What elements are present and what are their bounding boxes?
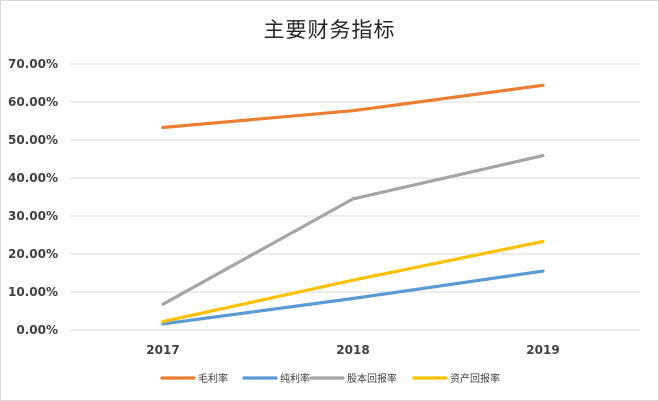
x-tick-label: 2017	[146, 343, 179, 357]
y-tick-label: 50.00%	[8, 133, 58, 147]
series-line	[161, 269, 545, 326]
legend-label: 纯利率	[280, 372, 310, 385]
x-tick-label: 2018	[336, 343, 369, 357]
series-line	[161, 154, 545, 306]
series-lines	[161, 83, 545, 326]
chart-title: 主要财务指标	[263, 18, 396, 42]
x-axis-ticks: 2017 2018 2019	[146, 343, 559, 357]
y-tick-label: 10.00%	[8, 285, 58, 299]
y-axis-ticks: 0.00% 10.00% 20.00% 30.00% 40.00% 50.00% 60.00…	[8, 57, 58, 337]
legend: 毛利率 纯利率 股本回报率 资产回报率	[160, 372, 500, 385]
gridlines	[70, 63, 640, 331]
legend-label: 资产回报率	[450, 372, 500, 385]
y-tick-label: 40.00%	[8, 171, 58, 185]
series-line	[161, 239, 545, 324]
y-tick-label: 60.00%	[8, 95, 58, 109]
legend-label: 毛利率	[198, 372, 228, 385]
y-tick-label: 20.00%	[8, 247, 58, 261]
series-line	[161, 83, 545, 130]
y-tick-label: 70.00%	[8, 57, 58, 71]
y-tick-label: 30.00%	[8, 209, 58, 223]
y-tick-label: 0.00%	[16, 323, 58, 337]
x-tick-label: 2019	[526, 343, 559, 357]
legend-label: 股本回报率	[347, 372, 397, 385]
